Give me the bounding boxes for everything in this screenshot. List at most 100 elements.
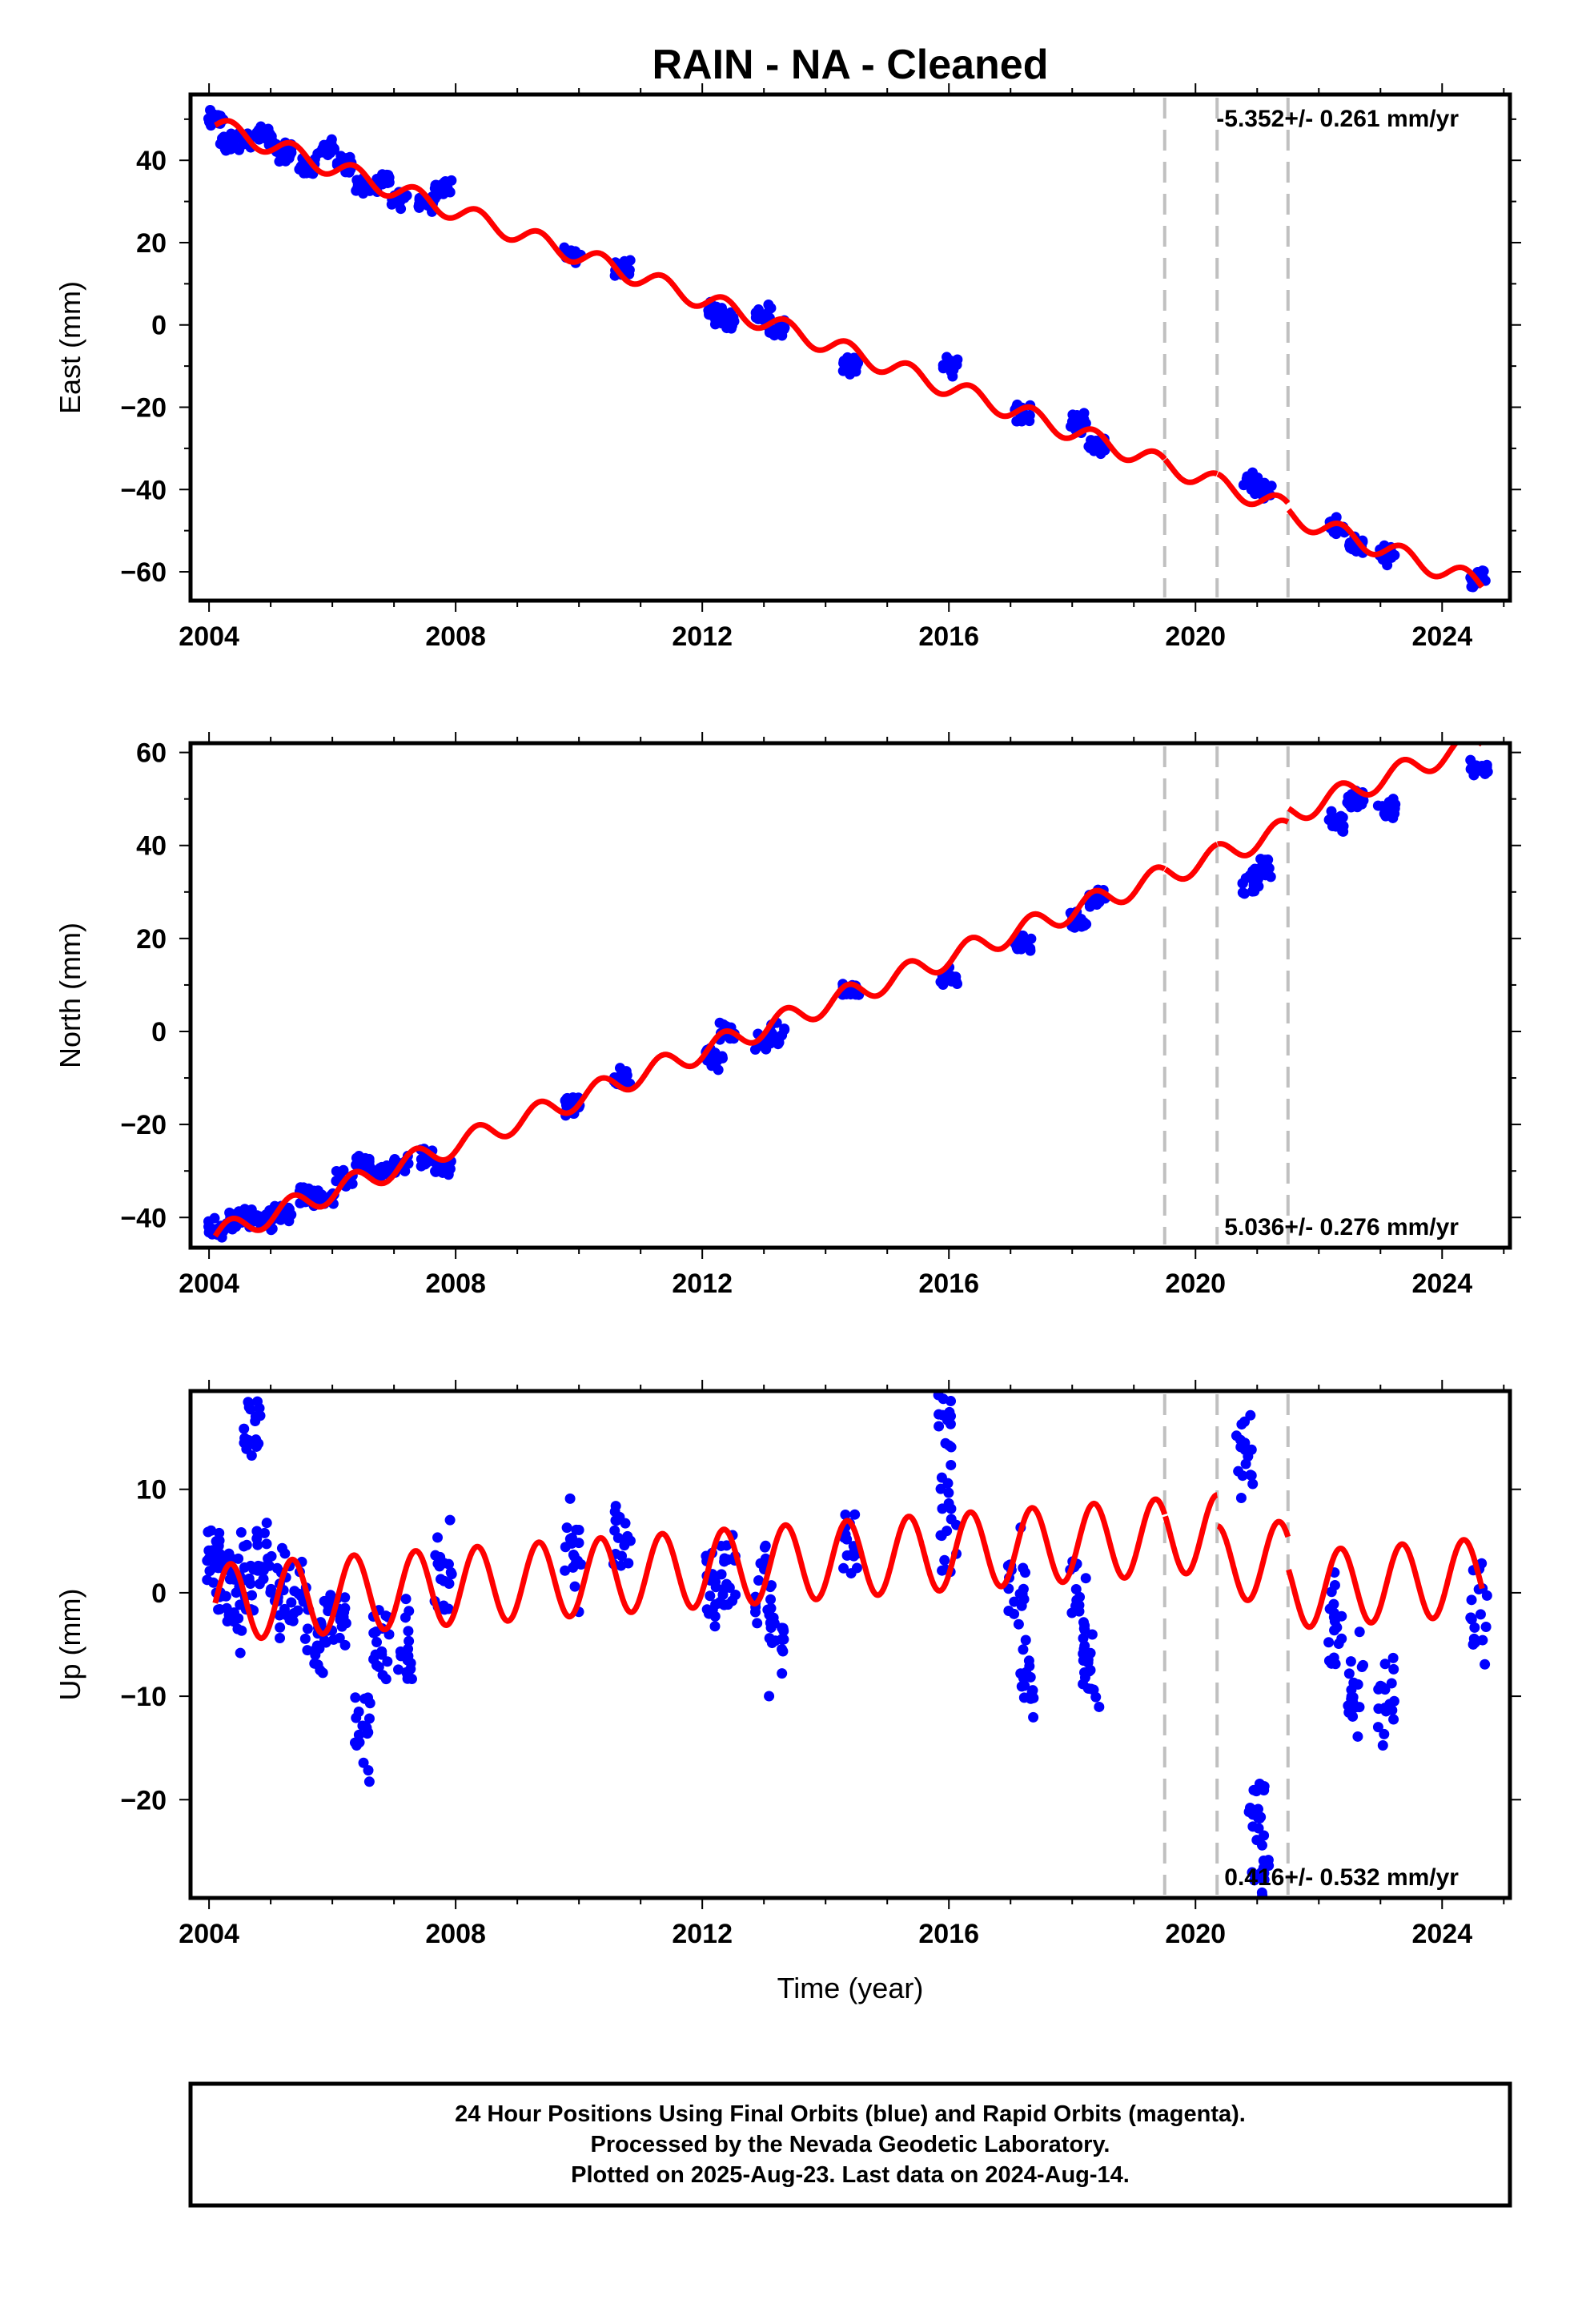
data-point <box>616 1550 628 1562</box>
data-point <box>1247 1821 1259 1832</box>
data-point <box>1025 943 1036 954</box>
data-point <box>1328 1598 1339 1610</box>
chart-title: RAIN - NA - Cleaned <box>652 42 1049 88</box>
data-point <box>1247 1478 1259 1490</box>
data-point <box>1379 1728 1390 1739</box>
data-point <box>353 1729 364 1740</box>
rate-label: -5.352+/- 0.261 mm/yr <box>1216 106 1459 132</box>
data-point <box>576 1558 587 1570</box>
data-point <box>765 1622 777 1634</box>
data-point <box>1090 435 1102 446</box>
data-point <box>709 1621 721 1632</box>
data-point <box>778 1626 789 1637</box>
data-point <box>935 1483 946 1494</box>
data-point <box>234 144 245 155</box>
data-point <box>252 1539 263 1550</box>
data-point <box>1347 1711 1359 1722</box>
data-point <box>1336 1633 1347 1644</box>
data-point <box>340 1618 351 1629</box>
data-point <box>377 1670 388 1681</box>
data-point <box>1028 1711 1039 1723</box>
y-axis-label: Up (mm) <box>54 1589 86 1701</box>
data-point <box>275 1622 286 1633</box>
data-point <box>1231 1430 1242 1441</box>
data-point <box>264 128 275 139</box>
data-point <box>1245 1409 1256 1421</box>
data-point <box>279 1548 291 1559</box>
data-point <box>722 1554 733 1566</box>
data-point <box>838 357 849 368</box>
x-tick-label: 2016 <box>918 1919 979 1949</box>
data-point <box>612 1532 624 1543</box>
model-curve <box>213 118 1485 589</box>
data-point <box>440 176 451 187</box>
data-point <box>1066 1607 1078 1618</box>
data-point <box>610 1501 621 1512</box>
data-point <box>228 1607 239 1618</box>
data-point <box>206 1525 217 1536</box>
data-point <box>1346 540 1357 551</box>
data-point <box>1323 1637 1335 1648</box>
data-point <box>331 1176 342 1187</box>
data-point <box>1248 880 1259 891</box>
data-point <box>275 1632 286 1643</box>
data-point <box>312 1659 323 1671</box>
data-point <box>211 1546 223 1557</box>
data-point <box>371 1659 382 1671</box>
data-points <box>202 1370 1492 1898</box>
data-point <box>764 1691 775 1702</box>
data-point <box>208 1577 219 1588</box>
data-point <box>302 1645 313 1656</box>
data-point <box>840 1510 851 1521</box>
data-point <box>1251 1835 1263 1846</box>
data-point <box>1465 754 1476 766</box>
data-point <box>1382 560 1393 571</box>
data-point <box>319 139 330 151</box>
data-point <box>1480 1621 1492 1632</box>
x-axis-label: Time (year) <box>777 1972 924 2004</box>
y-tick-label: −20 <box>120 1110 167 1140</box>
data-point <box>849 1509 861 1520</box>
data-point <box>1329 1579 1340 1590</box>
data-point <box>1385 810 1396 821</box>
data-point <box>1465 1612 1476 1623</box>
data-point <box>939 1554 950 1566</box>
data-point <box>403 1626 414 1637</box>
data-point <box>1252 867 1263 879</box>
data-point <box>1078 408 1090 419</box>
data-point <box>233 1553 244 1564</box>
x-tick-label: 2016 <box>918 1269 979 1299</box>
data-point <box>1023 1655 1034 1667</box>
y-tick-label: 60 <box>136 738 167 769</box>
x-tick-label: 2008 <box>425 1919 486 1949</box>
data-point <box>280 155 291 167</box>
footer-line-1: 24 Hour Positions Using Final Orbits (bl… <box>455 2101 1246 2127</box>
data-point <box>1480 768 1491 779</box>
y-tick-label: −40 <box>120 1203 167 1233</box>
data-point <box>1018 1644 1029 1655</box>
data-point <box>776 320 787 331</box>
data-point <box>1475 1609 1486 1620</box>
y-axis-label: East (mm) <box>54 281 86 414</box>
data-point <box>213 1604 224 1615</box>
data-point <box>716 1569 727 1580</box>
data-point <box>1074 1591 1086 1602</box>
data-point <box>222 1616 233 1627</box>
data-point <box>1356 1662 1367 1673</box>
data-point <box>610 1515 621 1526</box>
data-point <box>325 1590 336 1601</box>
data-point <box>1259 1785 1270 1796</box>
x-tick-label: 2024 <box>1411 1269 1472 1299</box>
data-point <box>841 1534 853 1545</box>
data-point <box>566 1532 577 1543</box>
data-point <box>1252 1870 1263 1881</box>
data-point <box>937 1370 947 1381</box>
data-point <box>838 1562 849 1574</box>
data-point <box>936 1472 947 1483</box>
data-point <box>279 1211 290 1222</box>
data-point <box>1354 1626 1365 1638</box>
data-point <box>1254 478 1265 489</box>
data-point <box>1246 1444 1257 1455</box>
data-point <box>1388 1663 1399 1675</box>
data-point <box>845 1568 857 1579</box>
